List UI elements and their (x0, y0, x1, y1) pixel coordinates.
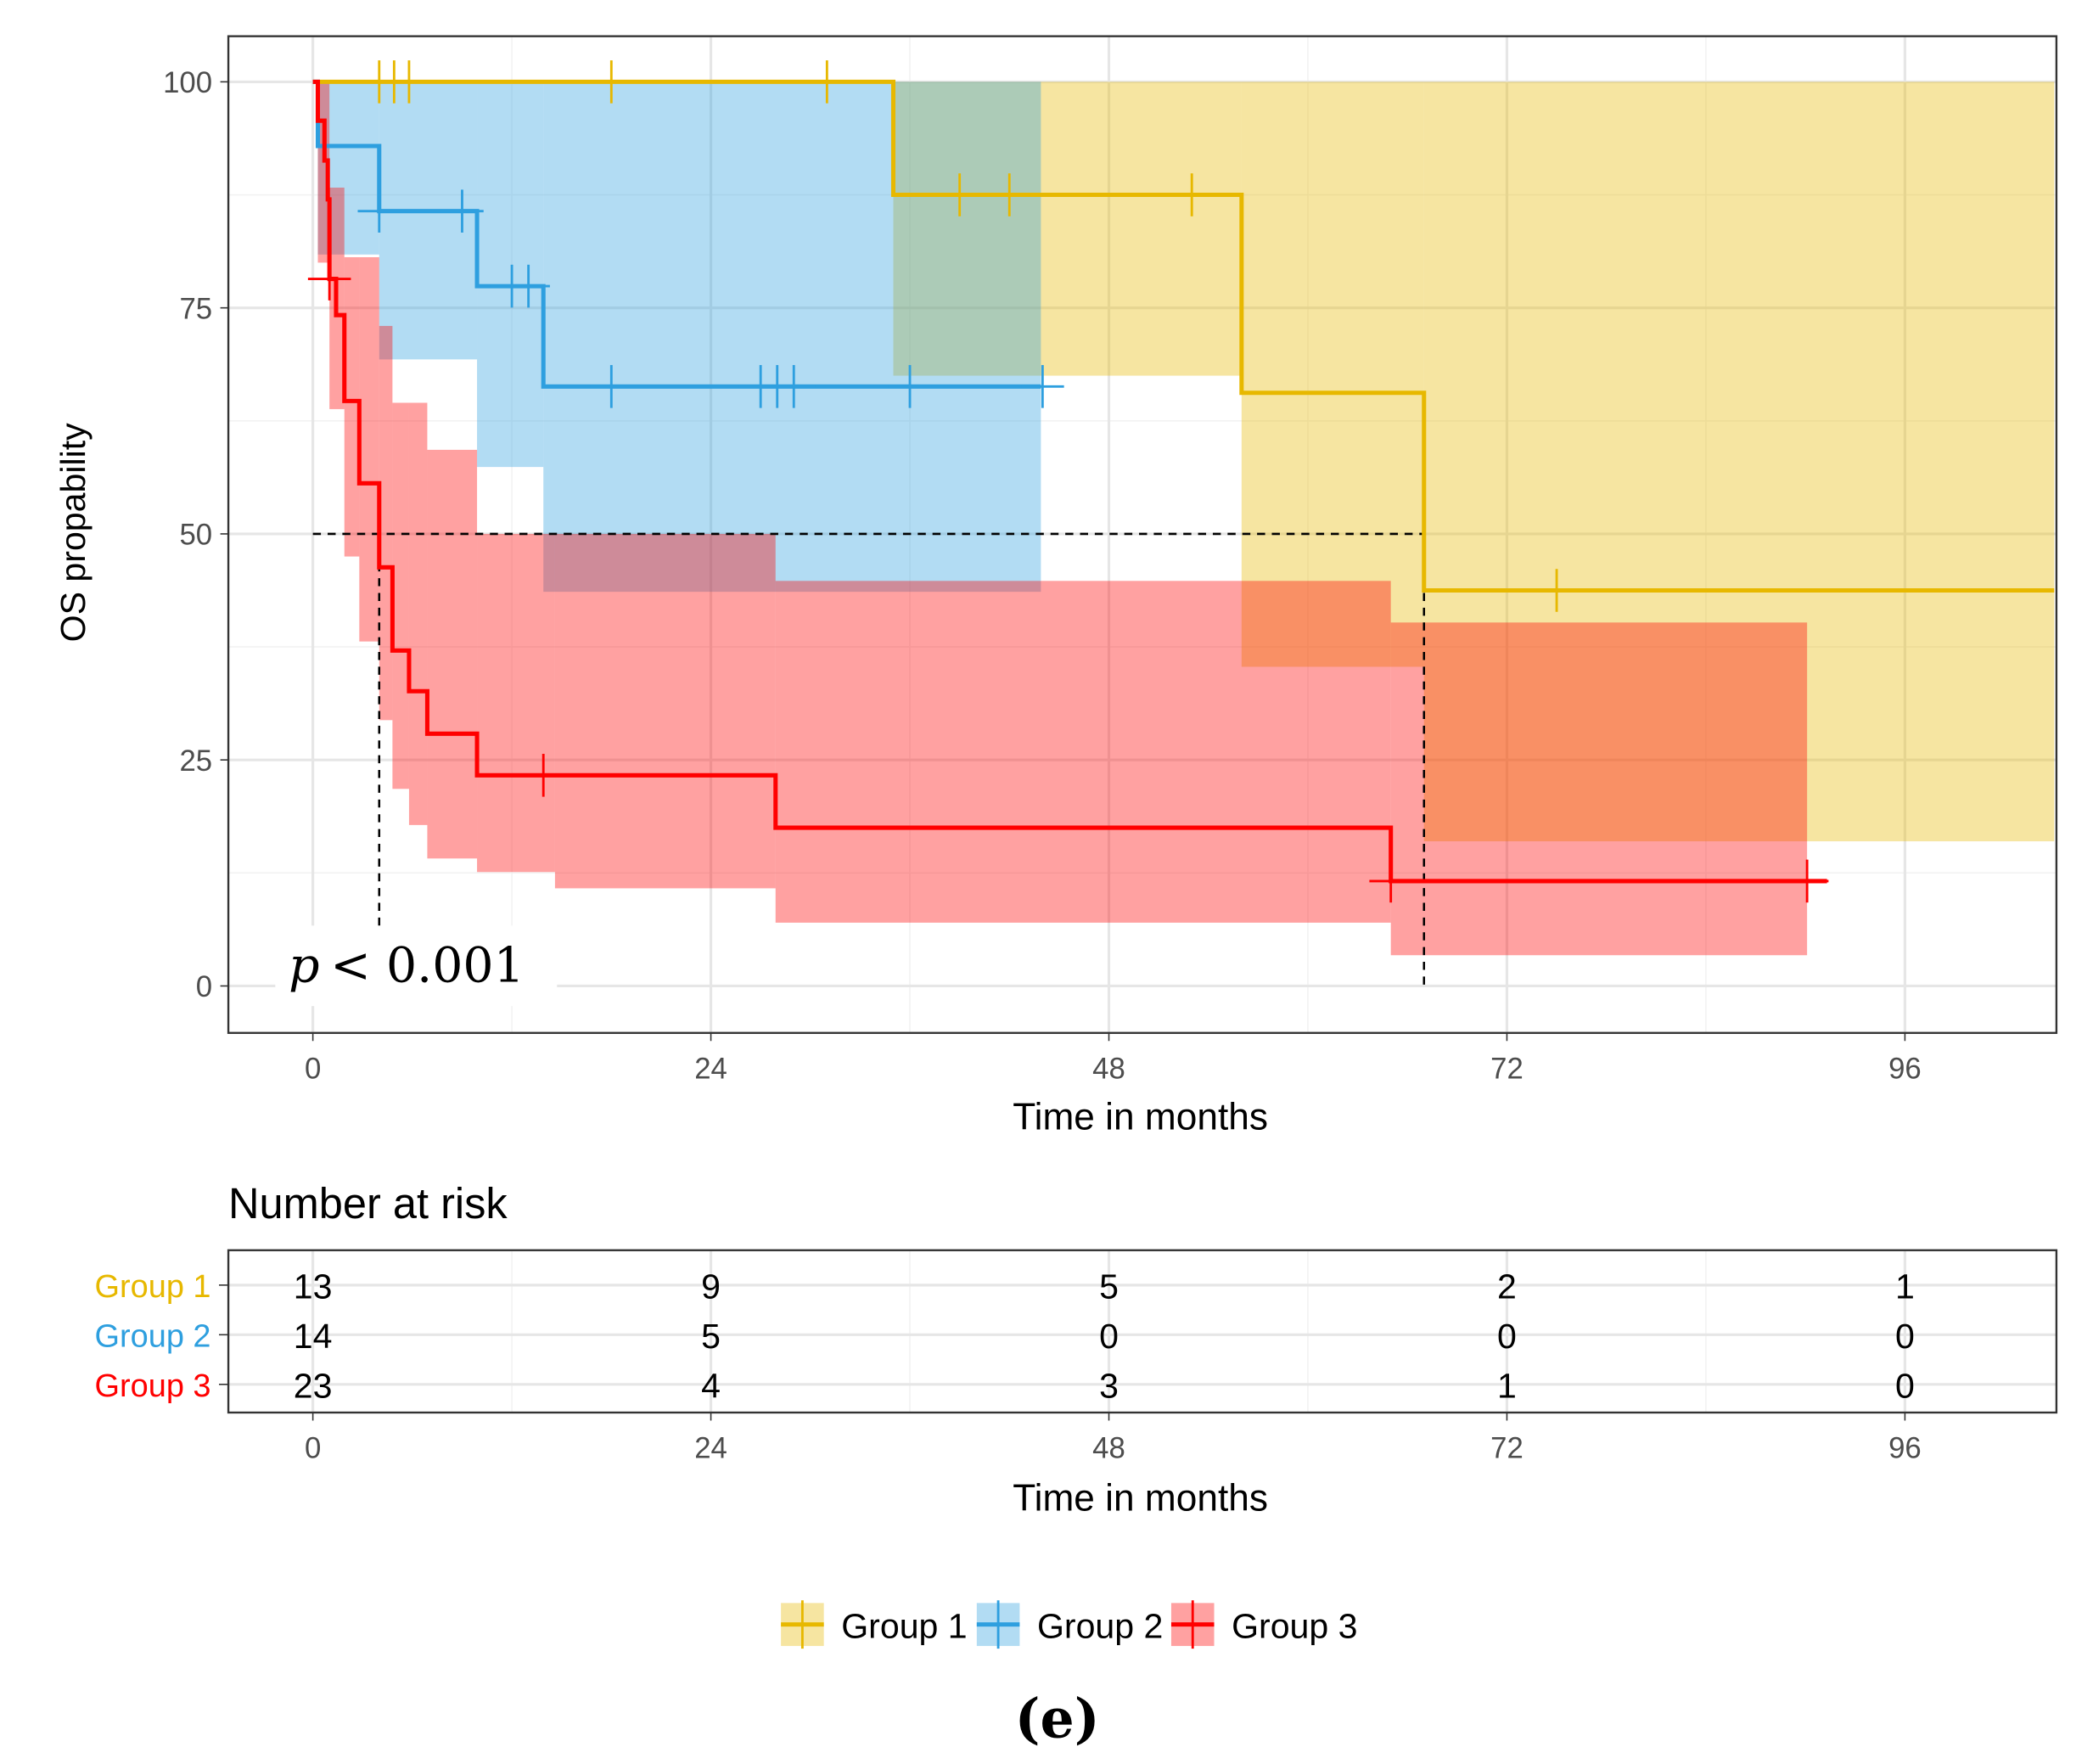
x-tick-label: 24 (694, 1053, 727, 1086)
risk-grid (228, 1250, 2057, 1413)
ci-band-group-3 (427, 449, 478, 859)
ci-band-group-3 (1390, 622, 1808, 956)
risk-panel (228, 1250, 2057, 1413)
ci-band-group-3 (344, 257, 360, 557)
ci-band-group-2 (477, 81, 544, 468)
ci-band-group-3 (477, 533, 555, 873)
legend: Group 1 Group 2 Group 3 (781, 1600, 1358, 1649)
survival-plot: p < 0.001 0 25 50 75 100 0 24 48 72 96 Time in mo… (53, 35, 2058, 1138)
y-tick-label: 50 (179, 520, 212, 552)
risk-x-tick-label: 0 (305, 1433, 321, 1465)
ci-band-group-1 (1241, 81, 1424, 667)
x-tick-label: 72 (1490, 1053, 1523, 1086)
risk-x-axis: 0 24 48 72 96 (305, 1412, 1922, 1465)
p-text: < 0.001 (330, 938, 525, 994)
survival-curves (307, 60, 2055, 903)
legend-label: Group 1 (841, 1606, 967, 1645)
confidence-bands (317, 81, 2055, 956)
curve-group-1 (312, 79, 2055, 593)
legend-label: Group 3 (1232, 1606, 1357, 1645)
risk-row-label: Group 2 (95, 1319, 211, 1355)
risk-cell: 1 (1895, 1267, 1915, 1306)
risk-table-title: Number at risk (228, 1179, 508, 1227)
risk-x-tick-label: 72 (1490, 1433, 1523, 1465)
risk-cell: 3 (1099, 1367, 1119, 1406)
p-symbol: p (289, 938, 319, 994)
risk-border (227, 1249, 2058, 1414)
risk-cell: 2 (1497, 1267, 1517, 1306)
figure-label: (e) (1015, 1687, 1100, 1750)
risk-row-label: Group 3 (95, 1368, 211, 1404)
risk-cell: 4 (701, 1367, 721, 1406)
x-tick-label: 0 (305, 1053, 321, 1086)
y-tick-label: 0 (196, 971, 212, 1003)
ci-band-group-2 (543, 81, 1041, 593)
x-tick-label: 48 (1092, 1053, 1125, 1086)
risk-cell: 0 (1895, 1367, 1915, 1406)
risk-row-label: Group 1 (95, 1269, 211, 1305)
y-tick-label: 100 (163, 67, 212, 99)
x-tick-label: 96 (1888, 1053, 1922, 1086)
ci-band-group-3 (359, 257, 379, 642)
risk-x-axis-label: Time in months (1013, 1477, 1268, 1519)
ci-band-group-1 (893, 81, 1242, 376)
risk-cell: 23 (294, 1367, 333, 1406)
risk-x-tick-label: 24 (694, 1433, 727, 1465)
risk-cell: 14 (294, 1317, 333, 1356)
risk-cell: 1 (1497, 1367, 1517, 1406)
ci-band-group-3 (392, 402, 409, 789)
risk-cell: 13 (294, 1267, 333, 1306)
p-value: p < 0.001 (289, 938, 525, 994)
ci-band-group-3 (408, 402, 428, 825)
risk-cell: 0 (1895, 1317, 1915, 1356)
risk-cell: 5 (1099, 1267, 1119, 1306)
ci-band-group-1 (1423, 81, 2055, 842)
median-lines (312, 532, 1426, 986)
ci-band-group-3 (379, 325, 393, 721)
y-tick-label: 25 (179, 745, 212, 778)
y-axis: 0 25 50 75 100 (163, 67, 229, 1003)
risk-cell: 9 (701, 1267, 721, 1306)
legend-label: Group 2 (1037, 1606, 1163, 1645)
p-value-box (275, 925, 558, 1007)
risk-cell: 0 (1099, 1317, 1119, 1356)
ci-band-group-2 (379, 81, 478, 360)
ci-band-group-3 (775, 581, 1391, 923)
grid (228, 36, 2057, 1033)
x-axis-label: Time in months (1013, 1097, 1268, 1138)
y-axis-label: OS propability (53, 423, 93, 642)
ci-band-group-3 (554, 533, 776, 889)
y-tick-label: 75 (179, 293, 212, 325)
x-axis: 0 24 48 72 96 (305, 1032, 1922, 1086)
risk-cell: 5 (701, 1317, 721, 1356)
risk-x-tick-label: 96 (1888, 1433, 1922, 1465)
risk-cell: 0 (1497, 1317, 1517, 1356)
risk-x-tick-label: 48 (1092, 1433, 1125, 1465)
